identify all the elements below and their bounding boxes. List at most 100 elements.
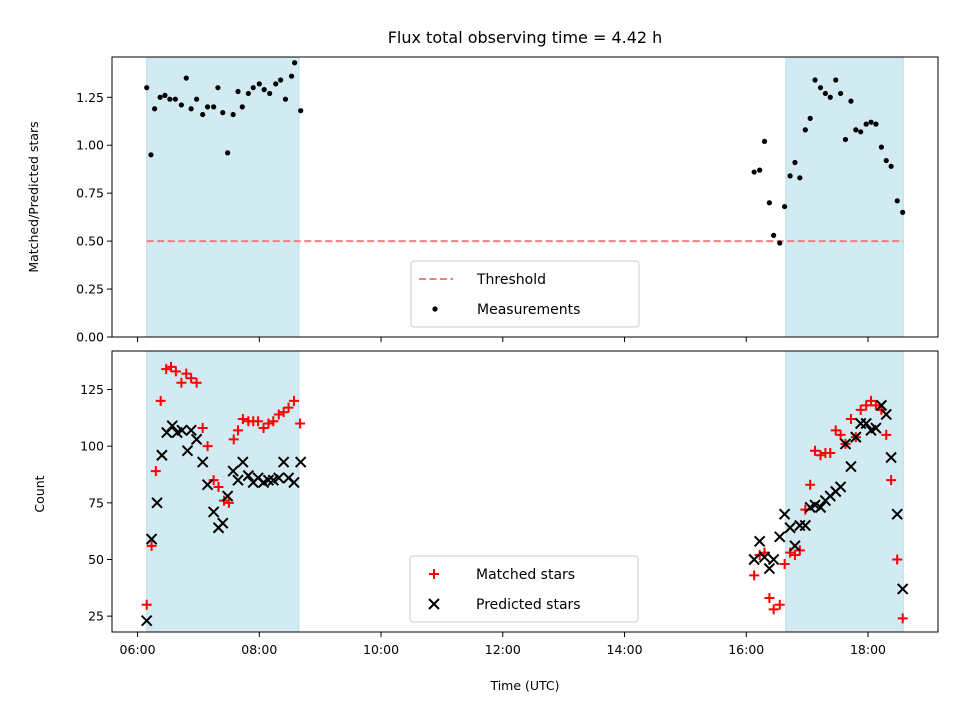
predicted-star-point [758,551,771,563]
measurement-point [225,150,231,156]
matched-star-point [845,413,856,424]
bottom-y-axis-label: Count [32,475,47,512]
matched-star-point [233,425,243,436]
matched-star-point [789,549,800,560]
top-y-axis-label: Matched/Predicted stars [26,121,41,272]
predicted-star-point [201,478,214,491]
predicted-star-point [814,501,827,514]
y-tick-label: 25 [88,609,104,624]
measurement-point [838,90,844,97]
measurement-point [245,90,251,97]
predicted-star-point [242,469,255,482]
predicted-star-point [834,481,847,493]
matched-star-point [228,434,239,445]
measurement-point [812,77,818,83]
y-tick-label: 75 [88,495,104,510]
measurement-point [282,96,289,102]
measurement-point [802,127,808,133]
y-tick-label: 0.75 [76,186,104,201]
legend-label: Predicted stars [476,597,581,613]
predicted-star-point [789,540,801,552]
measurement-point [757,167,763,173]
measurement-point [751,169,757,175]
matched-star-point [161,364,172,375]
measurement-point [239,104,245,110]
predicted-star-point [232,474,244,486]
measurement-point [200,111,206,118]
measurement-point [172,96,178,102]
predicted-star-point [273,472,285,484]
matched-star-point [295,418,306,429]
measurement-point [777,240,783,246]
predicted-star-point [237,456,249,468]
top-panel: 0.00 0.25 0.50 0.75 1.00 1.25 Threshold Measure… [76,56,939,345]
matched-star-point [191,377,202,388]
predicted-star-point [774,531,786,543]
predicted-star-point [860,417,872,430]
measurement-point [288,73,295,79]
matched-star-point [213,481,224,492]
legend-label: Measurements [477,302,580,318]
y-tick-label: 0.00 [76,330,104,345]
measurement-point [148,152,154,158]
axes-frame [111,56,939,338]
matched-star-point [237,413,248,424]
legend-box [409,555,639,623]
legend-label: Threshold [476,272,546,288]
measurement-point [188,106,194,112]
matched-star-point [764,593,775,604]
y-tick-label: 1.25 [76,90,104,105]
bottom-panel: 25 50 75 100 125 06:00 08:00 10:00 12:00 14:00 16:… [80,350,939,657]
matched-star-point [258,423,269,434]
predicted-star-point [145,533,158,545]
predicted-star-point [885,451,897,464]
matched-star-point [150,466,161,477]
measurement-point [883,157,889,164]
y-tick-label: 100 [80,439,104,454]
shaded-interval [785,56,904,338]
legend: Matched stars Predicted stars [409,555,639,623]
predicted-star-point [767,553,780,566]
predicted-star-point [778,508,791,520]
matched-star-point [181,368,192,379]
measurement-point [782,203,788,210]
matched-star-point [892,554,903,565]
y-tick-label: 1.00 [76,138,104,153]
y-tick-label: 125 [80,382,104,397]
measurement-point [787,173,793,179]
predicted-star-point [850,431,862,443]
x-tick-label: 10:00 [363,642,399,657]
measurement-point [848,98,854,104]
measurement-point [144,85,150,91]
measurement-point [771,232,777,238]
predicted-star-point [763,562,776,575]
matched-star-point [855,404,866,415]
predicted-star-point [799,519,812,532]
predicted-star-point [288,476,300,489]
matched-star-point [866,395,877,406]
x-tick-label: 08:00 [241,642,277,657]
matched-star-point [155,395,166,406]
y-tick-label: 0.50 [76,234,104,249]
matched-star-point [886,475,897,486]
matched-star-point [283,402,294,413]
shaded-interval [146,56,300,338]
matched-star-point [208,475,219,486]
measurement-point [298,108,304,114]
measurement-point [167,96,173,102]
matched-star-point [768,604,779,615]
chart-title: Flux total observing time = 4.42 h [388,28,663,47]
x-tick-label: 18:00 [850,642,886,657]
legend: Threshold Measurements [410,260,640,328]
predicted-star-point [140,614,153,627]
matched-star-point [779,559,790,570]
measurement-point [863,121,869,127]
predicted-star-point [217,517,229,529]
predicted-star-point [880,408,892,421]
x-tick-label: 06:00 [120,642,156,657]
predicted-star-point [896,583,909,595]
measurement-point [235,88,241,95]
legend-matched-swatch [429,569,439,579]
measurement-point [797,175,803,181]
matched-star-point [253,416,264,427]
